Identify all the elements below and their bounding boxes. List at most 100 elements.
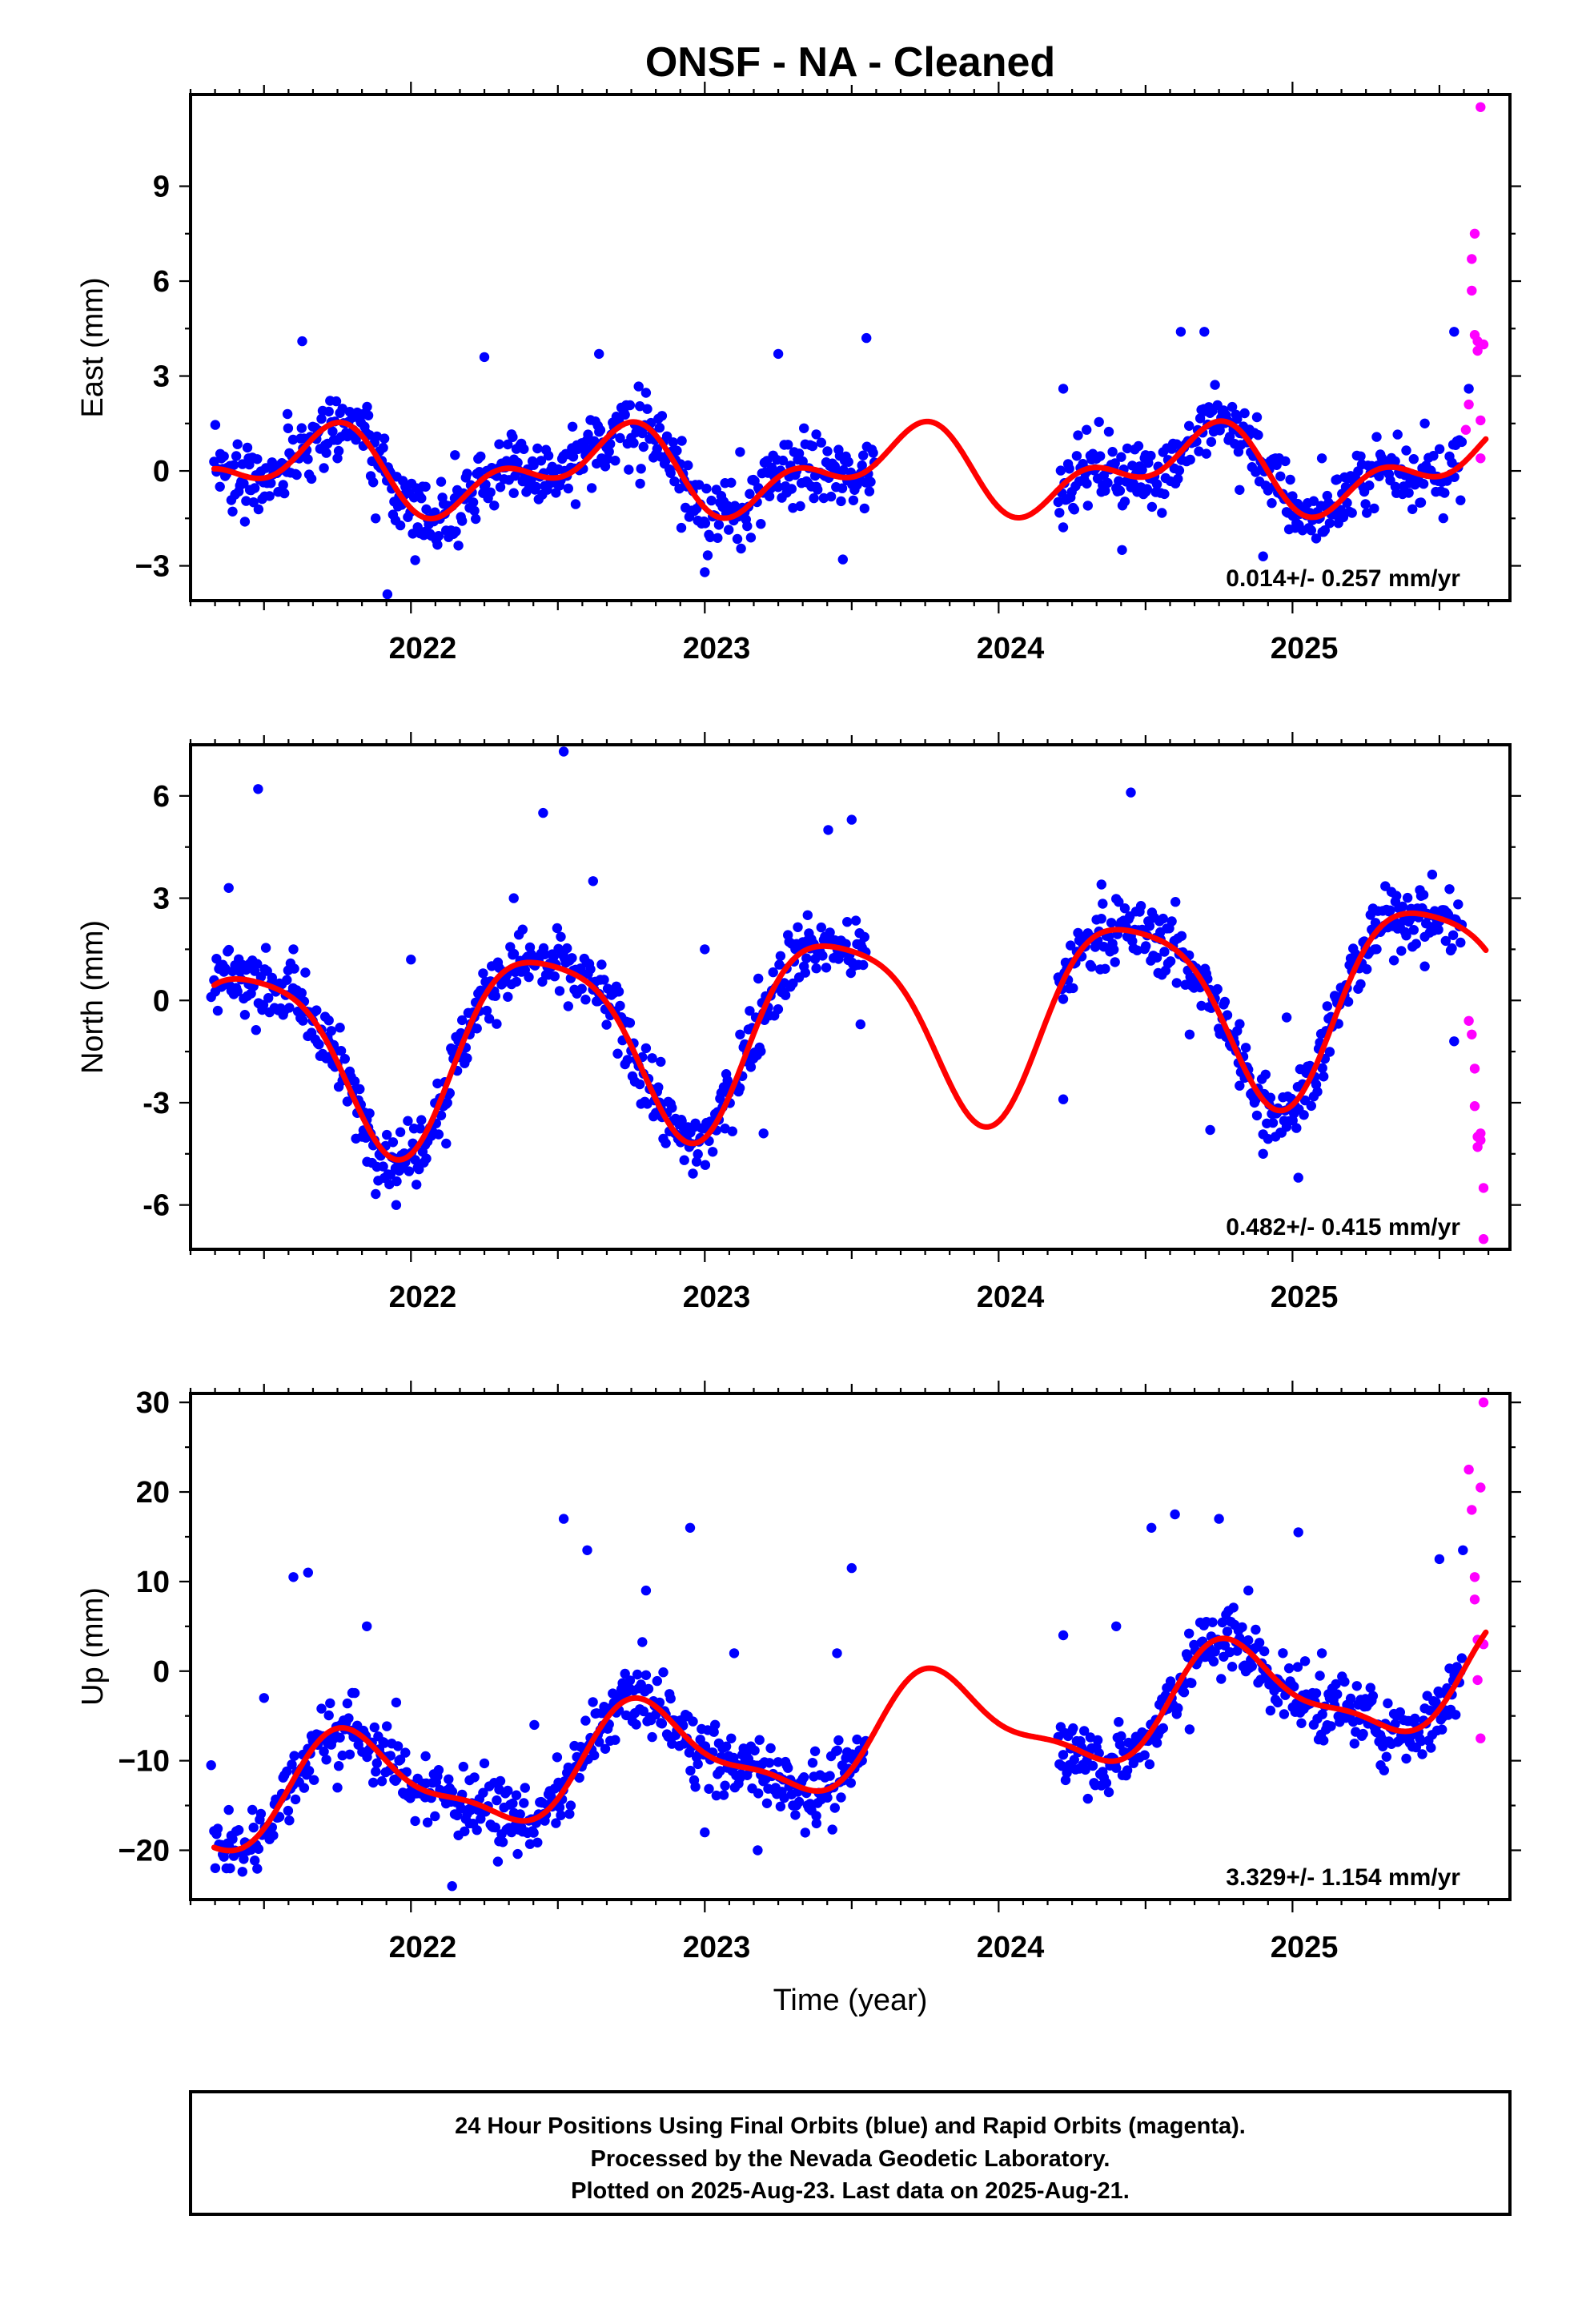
footer-line-3: Plotted on 2025-Aug-23. Last data on 202… xyxy=(571,2178,1130,2204)
final-orbit-point xyxy=(549,971,560,982)
final-orbit-point xyxy=(512,457,523,468)
final-orbit-point xyxy=(1267,498,1277,509)
final-orbit-point xyxy=(640,388,652,398)
final-orbit-point xyxy=(605,439,616,449)
final-orbit-point xyxy=(1427,869,1438,880)
final-orbit-point xyxy=(1349,1739,1360,1749)
final-orbit-point xyxy=(1195,413,1206,424)
final-orbit-point xyxy=(1110,957,1120,967)
final-orbit-point xyxy=(783,440,793,450)
final-orbit-point xyxy=(652,444,662,454)
panels-group: −3 0 3 6 9 2022 2023 2024 2025 East (mm) 0.014+/- … xyxy=(76,82,1521,1964)
final-orbit-point xyxy=(846,814,857,825)
final-orbit-point xyxy=(556,1810,566,1820)
final-orbit-point xyxy=(811,1811,821,1821)
final-orbit-point xyxy=(1184,1029,1195,1040)
final-orbit-point xyxy=(1405,1738,1415,1748)
final-orbit-point xyxy=(688,1168,698,1179)
final-orbit-point xyxy=(558,746,569,757)
final-orbit-point xyxy=(774,959,785,970)
final-orbit-point xyxy=(462,1053,472,1063)
final-orbit-point xyxy=(250,1856,260,1866)
final-orbit-point xyxy=(1259,1646,1270,1657)
final-orbit-point xyxy=(1069,505,1080,515)
final-orbit-point xyxy=(679,1155,689,1165)
final-orbit-point xyxy=(745,1006,755,1016)
final-orbit-point xyxy=(1312,1087,1323,1097)
final-orbit-point xyxy=(1291,1123,1302,1133)
final-orbit-point xyxy=(1385,905,1395,916)
final-orbit-point xyxy=(252,959,263,969)
final-orbit-point xyxy=(223,883,234,894)
x-tick-label: 2024 xyxy=(977,632,1045,665)
final-orbit-point xyxy=(532,1837,543,1848)
final-orbit-point xyxy=(821,963,832,973)
final-orbit-point xyxy=(816,437,826,448)
final-orbit-point xyxy=(1215,425,1225,436)
final-orbit-point xyxy=(818,493,829,504)
final-orbit-point xyxy=(1437,1724,1447,1735)
final-orbit-point xyxy=(267,972,277,983)
final-orbit-point xyxy=(701,483,712,494)
final-orbit-point xyxy=(239,517,251,527)
final-orbit-point xyxy=(478,968,488,979)
final-orbit-point xyxy=(1173,1703,1183,1714)
final-orbit-point xyxy=(1184,1724,1195,1735)
final-orbit-point xyxy=(1128,478,1139,489)
final-orbit-point xyxy=(432,1078,443,1089)
plot-area-east xyxy=(209,102,1489,600)
final-orbit-point xyxy=(843,456,853,467)
rapid-orbit-point xyxy=(1469,1594,1480,1605)
final-orbit-point xyxy=(1098,899,1108,909)
final-orbit-point xyxy=(797,456,808,467)
final-orbit-point xyxy=(1428,451,1439,461)
panel-east: −3 0 3 6 9 2022 2023 2024 2025 East (mm) 0.014+/- … xyxy=(76,82,1521,665)
final-orbit-point xyxy=(836,1792,846,1803)
final-orbit-point xyxy=(314,1039,324,1050)
x-tick-label: 2025 xyxy=(1271,632,1339,665)
final-orbit-point xyxy=(1449,327,1460,337)
final-orbit-point xyxy=(1316,453,1327,464)
final-orbit-point xyxy=(1114,897,1124,907)
final-orbit-point xyxy=(710,1719,721,1730)
final-orbit-point xyxy=(484,1013,495,1024)
final-orbit-point xyxy=(588,876,598,887)
final-orbit-point xyxy=(319,463,329,473)
final-orbit-point xyxy=(1254,1638,1265,1648)
final-orbit-point xyxy=(362,401,372,412)
final-orbit-point xyxy=(239,478,249,489)
final-orbit-point xyxy=(1403,488,1414,498)
final-orbit-point xyxy=(1224,1647,1235,1658)
final-orbit-point xyxy=(511,1790,522,1800)
final-orbit-point xyxy=(708,1147,718,1157)
final-orbit-point xyxy=(1415,1736,1427,1747)
final-orbit-point xyxy=(1057,1761,1067,1771)
final-orbit-point xyxy=(299,1783,310,1793)
final-orbit-point xyxy=(583,429,593,440)
final-orbit-point xyxy=(1316,1648,1327,1659)
final-orbit-point xyxy=(822,446,833,456)
final-orbit-point xyxy=(677,436,687,446)
final-orbit-point xyxy=(1228,1602,1239,1613)
final-orbit-point xyxy=(582,1545,592,1556)
final-orbit-point xyxy=(859,503,870,514)
final-orbit-point xyxy=(600,461,611,472)
rapid-orbit-point xyxy=(1464,1464,1474,1475)
final-orbit-point xyxy=(210,1863,221,1873)
final-orbit-point xyxy=(332,1783,343,1793)
final-orbit-point xyxy=(460,1826,470,1836)
final-orbit-point xyxy=(852,1734,862,1745)
final-orbit-point xyxy=(232,439,243,449)
final-orbit-point xyxy=(1447,930,1459,941)
final-orbit-point xyxy=(1433,924,1443,935)
final-orbit-point xyxy=(371,1188,381,1200)
final-orbit-point xyxy=(667,1103,677,1113)
final-orbit-point xyxy=(624,400,636,411)
final-orbit-point xyxy=(492,1856,504,1867)
final-orbit-point xyxy=(489,501,500,511)
final-orbit-point xyxy=(1146,1522,1157,1534)
final-orbit-point xyxy=(1219,996,1231,1007)
final-orbit-point xyxy=(1239,408,1250,419)
final-orbit-point xyxy=(642,1099,652,1109)
final-orbit-point xyxy=(745,1062,757,1072)
